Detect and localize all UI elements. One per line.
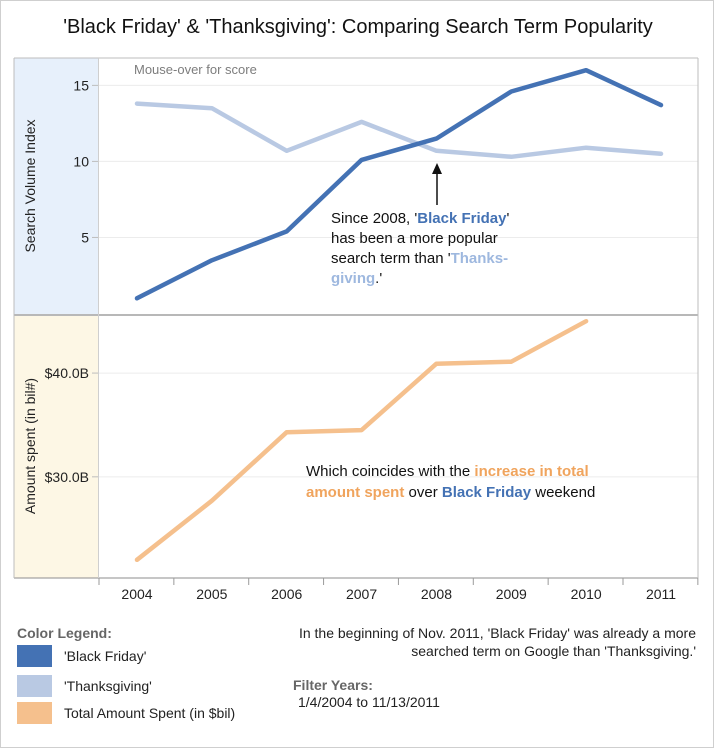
amount-spent-series-line[interactable]	[134, 318, 589, 563]
thanksgiving-series-line[interactable]	[134, 101, 664, 160]
y-tick-label: 15	[73, 77, 89, 93]
y-tick-label: 5	[81, 229, 89, 245]
amount-gridlines	[92, 372, 698, 478]
amount-annotation-line1: Which coincides with the increase in tot…	[306, 463, 589, 480]
y-tick-label: $30.0B	[45, 469, 89, 485]
y-tick-label: $40.0B	[45, 365, 89, 381]
search-annotation-line4: giving.'	[331, 270, 382, 287]
legend-swatch-thanksgiving	[17, 675, 52, 697]
x-tick-label: 2011	[646, 586, 676, 602]
legend-item-thanksgiving[interactable]: 'Thanksgiving'	[17, 675, 152, 697]
y-tick-label: 10	[73, 153, 89, 169]
legend-item-amount-spent[interactable]: Total Amount Spent (in $bil)	[17, 702, 235, 724]
x-tick-label: 2010	[571, 586, 602, 602]
x-tick-label: 2004	[121, 586, 152, 602]
filter-range[interactable]: 1/4/2004 to 11/13/2011	[298, 694, 440, 710]
x-tick-label: 2007	[346, 586, 377, 602]
x-tick-label: 2009	[496, 586, 527, 602]
footnote: In the beginning of Nov. 2011, 'Black Fr…	[298, 625, 696, 659]
search-annotation-line1: Since 2008, 'Black Friday'	[331, 210, 509, 227]
legend-label: Total Amount Spent (in $bil)	[64, 705, 236, 721]
black-friday-series-line[interactable]	[134, 67, 664, 301]
legend-item-black-friday[interactable]: 'Black Friday'	[17, 645, 146, 667]
search-annotation-line3: search term than 'Thanks-	[331, 250, 508, 267]
legend-title: Color Legend:	[17, 625, 112, 641]
x-tick-label: 2006	[271, 586, 302, 602]
amount-y-axis-label: Amount spent (in bil#)	[22, 378, 38, 514]
amount-axis-pane	[14, 316, 98, 578]
dashboard-title: 'Black Friday' & 'Thanksgiving': Compari…	[63, 16, 653, 38]
legend-label: 'Black Friday'	[64, 648, 147, 664]
search-y-axis-label: Search Volume Index	[22, 119, 38, 252]
search-annotation-line2: has been a more popular	[331, 230, 498, 247]
legend-label: 'Thanksgiving'	[64, 678, 152, 694]
search-axis-pane	[14, 58, 98, 314]
legend-swatch-amount-spent	[17, 702, 52, 724]
series-lines[interactable]	[134, 67, 664, 563]
annotation-arrowhead	[432, 163, 442, 174]
amount-annotation-line2: amount spent over Black Friday weekend	[306, 484, 595, 501]
mouseover-hint: Mouse-over for score	[134, 62, 257, 77]
x-tick-label: 2005	[196, 586, 227, 602]
filter-title: Filter Years:	[293, 677, 373, 693]
legend-swatch-black-friday	[17, 645, 52, 667]
x-tick-label: 2008	[421, 586, 452, 602]
chart-area: Search Volume Index Amount spent (in bil…	[13, 57, 699, 602]
search-gridlines	[92, 84, 698, 238]
tick-labels: 5 10 15 $30.0B $40.0B 2004 2005 2006 2007 2008 200…	[45, 77, 699, 602]
